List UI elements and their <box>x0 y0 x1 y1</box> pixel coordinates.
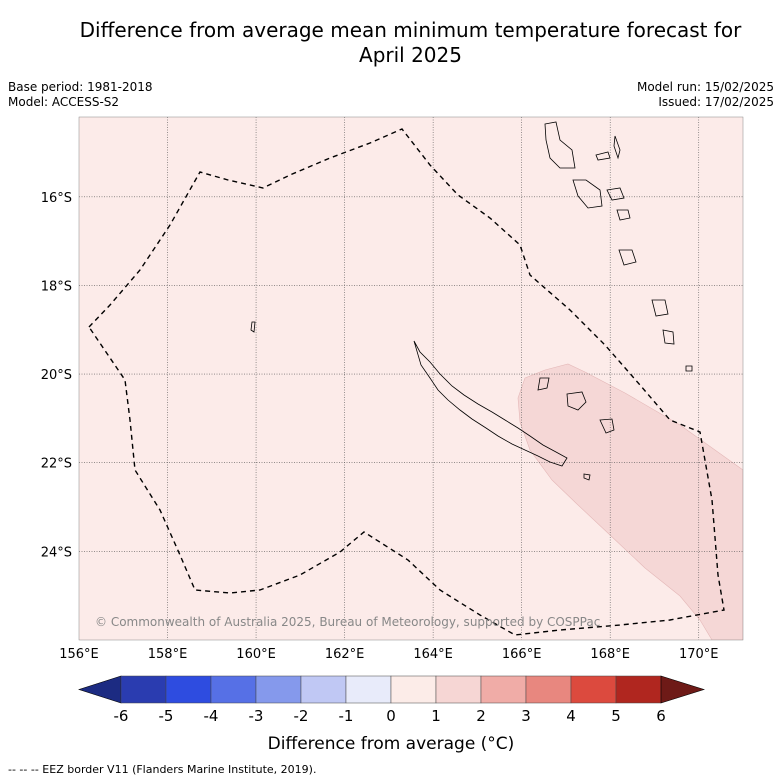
copyright-notice: © Commonwealth of Australia 2025, Bureau… <box>95 615 600 629</box>
loyalty-islands-lifou <box>566 391 587 411</box>
vanuatu-ambae <box>595 151 611 161</box>
latitude-tick-labels: 16°S 18°S 20°S 22°S 24°S <box>41 191 72 561</box>
colorbar-segment <box>120 675 167 704</box>
colorbar-segment <box>255 675 302 704</box>
colorbar-tick-label: 3 <box>521 707 531 725</box>
colorbar-extend-high <box>660 675 706 704</box>
model-name: Model: ACCESS-S2 <box>8 95 120 109</box>
title-line-2: April 2025 <box>359 43 462 67</box>
map-grid <box>79 117 743 640</box>
colorbar-segment <box>300 675 347 704</box>
meta-left: Base period: 1981-2018 Model: ACCESS-S2 <box>8 80 153 110</box>
lon-tick-label: 162°E <box>325 647 365 662</box>
colorbar-tick-label: -2 <box>294 707 309 725</box>
eez-footnote: -- -- -- EEZ border V11 (Flanders Marine… <box>8 763 317 776</box>
new-caledonia-island <box>413 340 568 467</box>
colorbar-extend-low <box>78 675 122 704</box>
map-area: © Commonwealth of Australia 2025, Bureau… <box>79 117 743 640</box>
colorbar-segment <box>615 675 662 704</box>
colorbar-segment <box>435 675 482 704</box>
lon-tick-label: 158°E <box>148 647 188 662</box>
colorbar-segment <box>480 675 527 704</box>
vanuatu-efate <box>616 209 631 221</box>
vanuatu-erromango <box>618 249 637 266</box>
loyalty-islands-mare <box>599 418 615 434</box>
lat-tick-label: 20°S <box>41 368 72 383</box>
colorbar-tick-label: -4 <box>204 707 219 725</box>
lon-tick-label: 170°E <box>679 647 719 662</box>
colorbar-segment <box>525 675 572 704</box>
title-line-1: Difference from average mean minimum tem… <box>79 18 742 42</box>
map-frame <box>78 116 744 641</box>
vanuatu-espiritu-santo <box>544 121 576 169</box>
colorbar-segment <box>570 675 617 704</box>
lat-tick-label: 16°S <box>41 191 72 206</box>
colorbar-tick-label: 2 <box>476 707 486 725</box>
colorbar-tick-label: -5 <box>159 707 174 725</box>
lon-tick-label: 156°E <box>59 647 99 662</box>
longitude-tick-labels: 156°E 158°E 160°E 162°E 164°E 166°E 168°E 170°E <box>59 647 718 662</box>
land-outlines <box>250 121 693 481</box>
colorbar-tick-label: 1 <box>431 707 441 725</box>
warm-anomaly-patch <box>517 363 743 640</box>
vanuatu-tanna <box>651 299 669 317</box>
colorbar-tick-label: 6 <box>656 707 666 725</box>
colorbar-segment <box>165 675 212 704</box>
colorbar: -6 -5 -4 -3 -2 -1 0 1 2 3 4 5 6 <box>78 675 706 725</box>
colorbar-segment <box>390 675 437 704</box>
vanuatu-malekula <box>572 179 603 209</box>
ile-des-pins-island <box>583 473 591 481</box>
meta-right: Model run: 15/02/2025 Issued: 17/02/2025 <box>637 80 774 110</box>
vanuatu-pentecost <box>606 187 625 201</box>
colorbar-segment <box>210 675 257 704</box>
lon-tick-label: 168°E <box>590 647 630 662</box>
colorbar-tick-label: 0 <box>386 707 396 725</box>
model-run: Model run: 15/02/2025 <box>636 80 774 94</box>
colorbar-tick-label: -6 <box>114 707 129 725</box>
issued-date: Issued: 17/02/2025 <box>658 95 774 109</box>
colorbar-tick-label: 4 <box>566 707 576 725</box>
vanuatu-maewo <box>613 135 621 160</box>
colorbar-tick-label: -3 <box>249 707 264 725</box>
lat-tick-label: 22°S <box>41 457 72 472</box>
lon-tick-label: 160°E <box>236 647 276 662</box>
chesterfield-islet <box>250 321 256 333</box>
colorbar-tick-label: 5 <box>611 707 621 725</box>
lat-tick-label: 24°S <box>41 545 72 560</box>
lon-tick-label: 164°E <box>413 647 453 662</box>
matthew-island <box>685 365 693 372</box>
loyalty-islands-ouvea <box>537 377 550 391</box>
colorbar-label: Difference from average (°C) <box>268 734 515 754</box>
map-title: Difference from average mean minimum tem… <box>40 18 781 68</box>
lat-tick-label: 18°S <box>41 279 72 294</box>
vanuatu-aneityum <box>662 329 675 345</box>
lon-tick-label: 166°E <box>502 647 542 662</box>
base-period: Base period: 1981-2018 <box>8 80 153 94</box>
colorbar-segment <box>345 675 392 704</box>
colorbar-tick-label: -1 <box>339 707 354 725</box>
